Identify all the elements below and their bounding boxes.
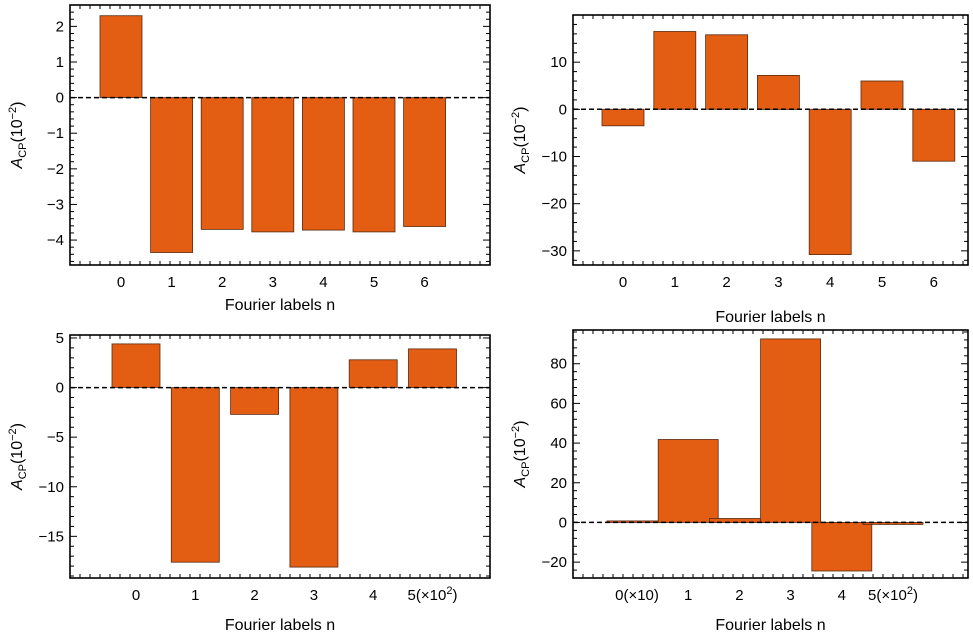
xtick-label: 1: [167, 274, 175, 291]
bar-3-0: [111, 343, 161, 388]
ytick-label: −30: [542, 243, 567, 260]
xtick-label: 3: [786, 587, 794, 604]
xtick-label: 2: [250, 587, 258, 604]
xtick-label: 2: [735, 587, 743, 604]
chart-panel-3: −15 −10 −5 0 5 0 1 2 3 4 5(×102) Fourier labels n AC…: [7, 330, 491, 634]
ytick-label: 40: [550, 435, 567, 452]
ytick-label: 60: [550, 395, 567, 412]
xtick-label: 5(×102): [408, 585, 458, 604]
bar-3-3: [289, 387, 339, 568]
x-axis-label: Fourier labels n: [715, 617, 825, 634]
xtick-label: 3: [269, 274, 277, 291]
ytick-label: 80: [550, 356, 567, 373]
bar-3-2: [230, 387, 280, 415]
ytick-label: −1: [47, 125, 64, 142]
ytick-label: −10: [39, 479, 64, 496]
ytick-label: 0: [56, 380, 64, 397]
bar-2-3: [757, 75, 800, 110]
xtick-label: 4: [369, 587, 377, 604]
ytick-label: −5: [47, 429, 64, 446]
xtick-label: 6: [930, 274, 938, 291]
bar-4-4: [811, 522, 873, 572]
bar-4-3: [760, 338, 821, 523]
bar-1-3: [251, 97, 295, 233]
y-axis-label: ACP(10−2): [7, 102, 29, 170]
bar-3-4: [348, 359, 398, 388]
xtick-label: 5: [878, 274, 886, 291]
ytick-label: −20: [542, 196, 567, 213]
ytick-label: 0: [559, 101, 567, 118]
bar-3-5: [408, 348, 457, 388]
x-axis-label: Fourier labels n: [225, 617, 335, 634]
xtick-label: 3: [310, 587, 318, 604]
bar-2-5: [860, 80, 904, 110]
bar-2-6: [912, 108, 956, 162]
ytick-label: 10: [550, 54, 567, 71]
ytick-label: −15: [39, 528, 64, 545]
ytick-label: −20: [542, 554, 567, 571]
bar-3-1: [170, 387, 220, 563]
x-axis-label: Fourier labels n: [715, 309, 825, 326]
bar-1-5: [352, 97, 396, 233]
xtick-label: 6: [420, 274, 428, 291]
bar-4-1: [657, 439, 719, 523]
ytick-label: 0: [56, 90, 64, 107]
xtick-label: 4: [838, 587, 846, 604]
chart-panel-4: −20 0 20 40 60 80 0(×10) 1 2 3 4 5(×102) Fourier lab…: [510, 329, 969, 634]
xtick-label: 3: [774, 274, 782, 291]
bar-1-4: [301, 97, 345, 231]
y-axis-label: ACP(10−2): [510, 107, 532, 175]
ytick-label: 0: [559, 514, 567, 531]
bar-2-4: [808, 108, 852, 256]
ytick-label: −10: [542, 149, 567, 166]
xtick-label: 1: [671, 274, 679, 291]
ytick-label: −3: [47, 196, 64, 213]
ytick-label: 2: [56, 18, 64, 35]
xtick-label: 4: [826, 274, 834, 291]
bar-1-2: [200, 97, 244, 230]
xtick-label: 2: [722, 274, 730, 291]
ytick-label: 20: [550, 475, 567, 492]
bar-2-0: [601, 108, 645, 127]
xtick-label: 5: [370, 274, 378, 291]
xtick-label: 4: [319, 274, 327, 291]
xtick-label: 1: [684, 587, 692, 604]
bar-1-0: [99, 15, 143, 99]
bar-2-2: [705, 34, 748, 110]
bar-1-1: [150, 97, 194, 253]
xtick-label: 0: [117, 274, 125, 291]
xtick-label: 0(×10): [615, 587, 659, 604]
plot-frame-2: [572, 14, 969, 266]
chart-panel-1: −4 −3 −2 −1 0 1 2 0 1 2 3 4 5 6 Fourier labels n ACP(10…: [7, 4, 491, 314]
ytick-label: 1: [56, 54, 64, 71]
bar-1-6: [403, 97, 447, 227]
xtick-label: 2: [218, 274, 226, 291]
chart-panel-2: −30 −20 −10 0 10 0 1 2 3 4 5 6 Fourier labels n ACP(1…: [510, 14, 969, 326]
y-axis-label: ACP(10−2): [510, 421, 532, 489]
ytick-label: −2: [47, 161, 64, 178]
bar-2-1: [653, 31, 697, 110]
ytick-label: −4: [47, 232, 64, 249]
x-axis-label: Fourier labels n: [225, 297, 335, 314]
plot-frame-4: [572, 329, 969, 579]
y-axis-label: ACP(10−2): [7, 423, 29, 491]
xtick-label: 0: [619, 274, 627, 291]
xtick-label: 0: [132, 587, 140, 604]
ytick-label: 5: [56, 330, 64, 347]
xtick-label: 5(×102): [868, 585, 918, 604]
xtick-label: 1: [191, 587, 199, 604]
